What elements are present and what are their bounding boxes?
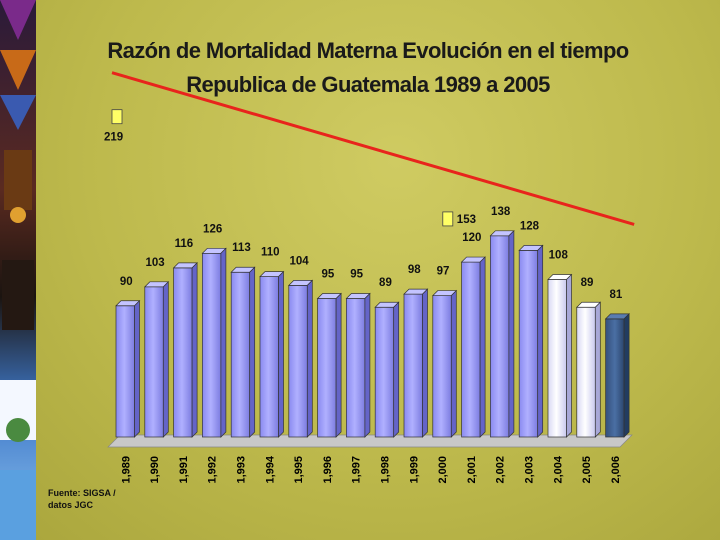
data-label-2,006: 81 [609,289,622,301]
bar-1,989 [115,299,141,438]
data-label-2,001: 120 [462,232,481,244]
x-tick-label-1,989: 1,989 [120,456,132,484]
trend-marker-start [111,109,123,125]
data-label-1,993: 113 [232,242,251,254]
decorative-side-strip [0,0,36,540]
x-tick-label-2,000: 2,000 [437,456,449,484]
data-label-2,002: 138 [491,206,511,218]
source-note-line1: Fuente: SIGSA / [48,488,116,498]
bar-1,990 [143,280,170,438]
data-label-1,994: 110 [261,247,280,259]
trend-label-middle: 153 [457,214,476,226]
bar-1,992 [201,247,227,438]
bar-1,994 [259,270,285,438]
data-label-2,005: 89 [581,277,594,289]
bar-1,995 [287,279,314,438]
x-tick-label-2,003: 2,003 [523,456,535,484]
data-label-1,992: 126 [203,223,222,235]
bar-1,996 [316,292,342,438]
x-tick-label-2,006: 2,006 [610,456,622,484]
x-tick-label-1,990: 1,990 [149,456,161,484]
bar-1,991 [172,262,198,438]
bar-2,004 [547,273,573,438]
chart-title-line2: Republica de Guatemala 1989 a 2005 [186,72,550,97]
data-label-2,000: 97 [437,266,450,278]
data-label-1,999: 98 [408,264,421,276]
x-tick-label-1,995: 1,995 [293,456,305,484]
x-tick-label-1,996: 1,996 [322,456,334,484]
bar-1,999 [403,288,429,438]
data-label-2,004: 108 [549,250,569,262]
x-tick-label-1,994: 1,994 [264,455,276,483]
trend-line [111,71,635,226]
x-tick-label-2,004: 2,004 [552,455,564,483]
bar-series: 90 103 116 126 113 110 104 95 95 89 98 97 120 138 128 1… [115,206,630,438]
data-label-2,003: 128 [520,220,540,232]
x-tick-label-1,997: 1,997 [351,456,363,484]
x-tick-label-2,002: 2,002 [495,456,507,484]
x-tick-label-1,998: 1,998 [379,456,391,484]
bar-2,001 [460,256,486,438]
trend-label-start: 219 [104,132,123,144]
x-tick-label-1,993: 1,993 [235,456,247,484]
bar-2,003 [518,244,544,438]
bar-1,993 [230,266,256,438]
data-label-1,989: 90 [120,276,133,288]
data-label-1,990: 103 [145,257,164,269]
bar-2,006 [604,313,630,438]
x-tick-label-2,001: 2,001 [466,456,478,484]
x-tick-label-1,991: 1,991 [178,456,190,484]
chart-floor [107,434,633,448]
bar-1,997 [345,292,371,438]
source-note-line2: datos JGC [48,500,94,510]
trend-marker-middle [442,211,454,227]
data-label-1,996: 95 [321,268,334,280]
data-label-1,998: 89 [379,277,392,289]
x-tick-label-2,005: 2,005 [581,456,593,484]
data-label-1,991: 116 [175,238,194,250]
bar-2,002 [489,229,515,438]
bar-1,998 [374,301,400,438]
bar-2,005 [575,301,602,438]
chart-title-line1: Razón de Mortalidad Materna Evolución en… [107,38,628,63]
bar-2,000 [431,289,458,438]
guatemala-decor-image [0,0,36,540]
x-tick-label-1,999: 1,999 [408,456,420,484]
data-label-1,997: 95 [350,268,363,280]
x-axis-ticks: 1,989 1,990 1,991 1,992 1,993 1,994 1,995 1,996… [120,455,622,483]
x-tick-label-1,992: 1,992 [207,456,219,484]
data-label-1,995: 104 [289,255,309,267]
